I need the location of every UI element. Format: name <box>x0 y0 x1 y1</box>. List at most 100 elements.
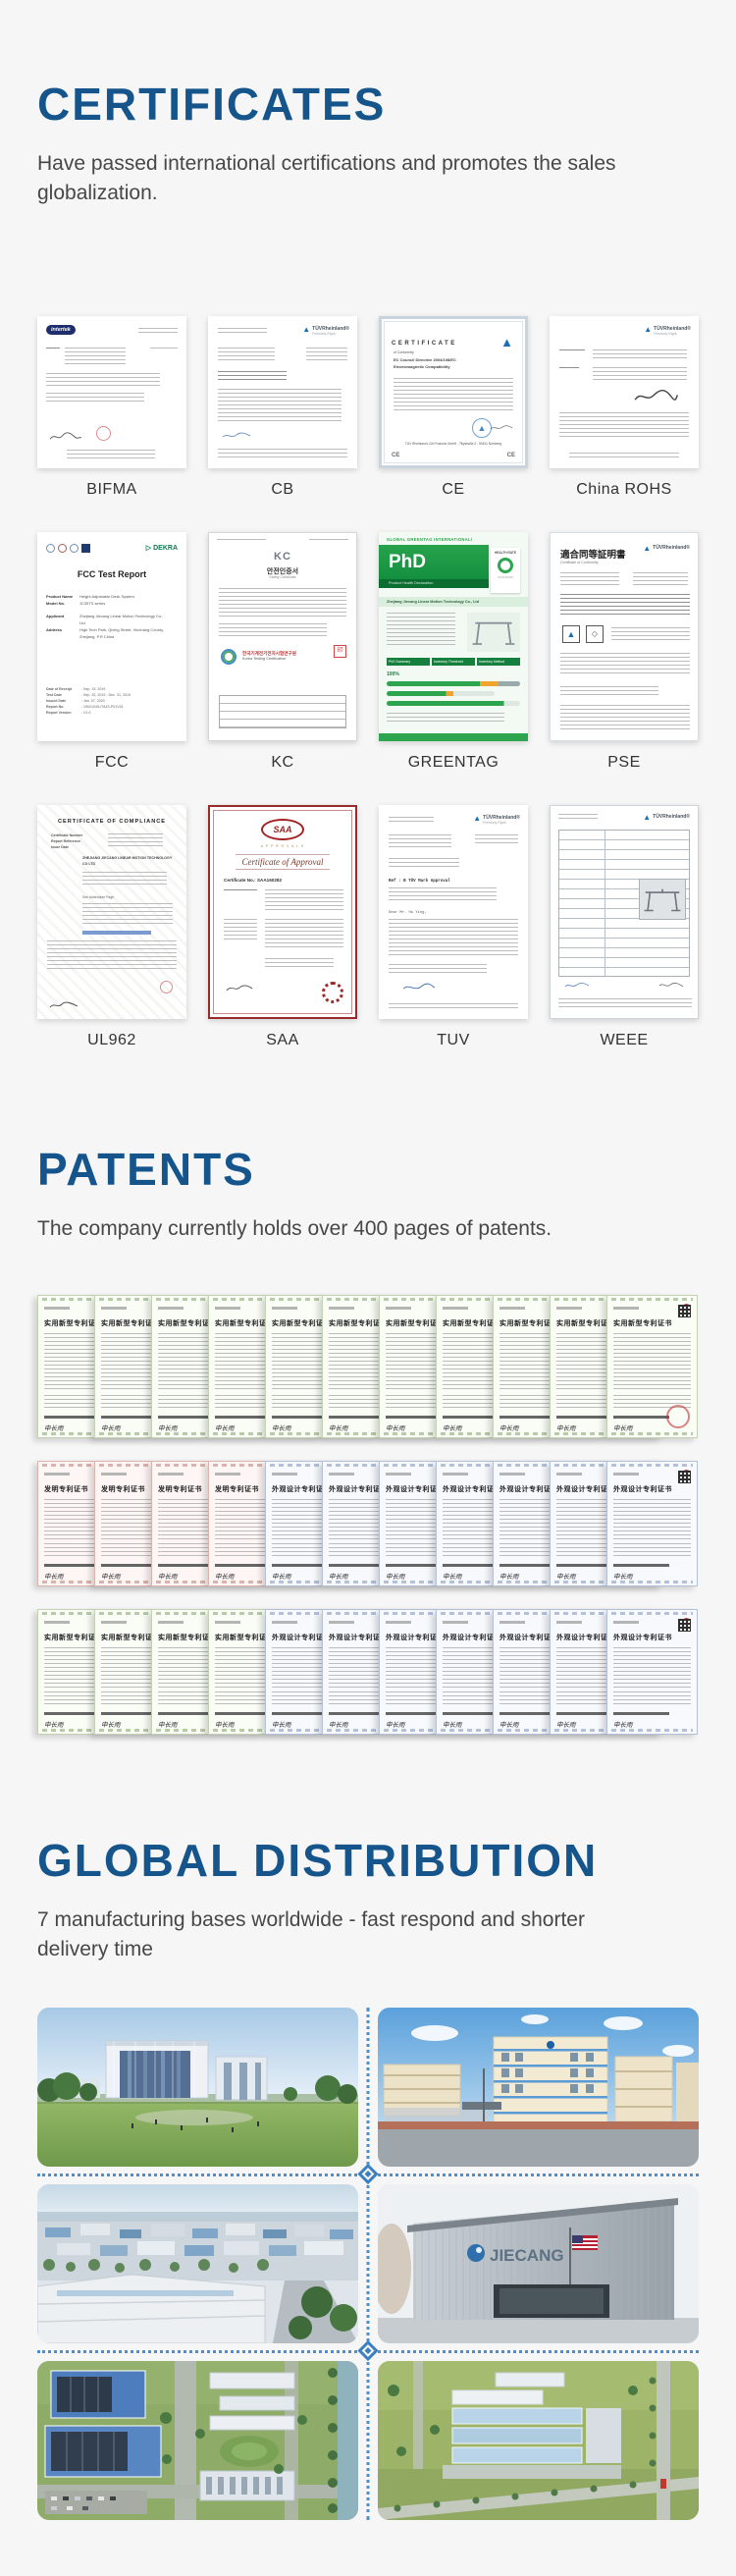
tuv-rheinland-logo: ▲ TÜVRheinland® Precisely Right. <box>644 325 691 337</box>
patents-section: PATENTS The company currently holds over… <box>0 1049 736 1735</box>
industrial-park-aerial-image <box>37 2184 358 2343</box>
intertek-logo: intertek <box>46 325 76 335</box>
signature-scribble <box>49 1001 79 1008</box>
patent-certificate: 外观设计专利证书 申长雨 <box>606 1609 698 1735</box>
patents-row: 发明专利证书 申长雨 发明专利证书 申长雨 发明专利证书 申长雨 发明专利证书 申长雨 外观设计… <box>0 1461 736 1586</box>
patent-signature: 申长雨 <box>101 1722 121 1729</box>
patent-signature: 申长雨 <box>613 1574 633 1581</box>
patent-title: 实用新型专利证书 <box>44 1635 103 1641</box>
patent-signature: 申长雨 <box>44 1574 64 1581</box>
patents-row: 实用新型专利证书 申长雨 实用新型专利证书 申长雨 实用新型专利证书 申长雨 实用新型专利证… <box>0 1609 736 1735</box>
patent-signature: 申长雨 <box>158 1425 178 1432</box>
signature-scribble <box>564 983 590 988</box>
patent-title: 外观设计专利证书 <box>272 1635 331 1641</box>
campus-aerial-blue-roofs-image <box>37 2361 358 2520</box>
patent-signature: 申长雨 <box>556 1722 576 1729</box>
fcc-certificate-image: ▷ DEKRA FCC Test Report Product Name Heig… <box>37 532 186 741</box>
patent-signature: 申长雨 <box>443 1722 462 1729</box>
patent-signature: 申长雨 <box>101 1425 121 1432</box>
signature-scribble <box>402 983 436 990</box>
patent-title: 发明专利证书 <box>158 1486 202 1493</box>
photo-headquarters-campus <box>37 2008 358 2167</box>
patent-title: 实用新型专利证书 <box>158 1320 217 1327</box>
patent-signature: 申长雨 <box>272 1574 291 1581</box>
photo-factory-aerial-fields <box>378 2361 699 2520</box>
patent-signature: 申长雨 <box>556 1425 576 1432</box>
tuv-triangle-icon: ▲ <box>643 544 652 553</box>
patent-signature: 申长雨 <box>613 1425 633 1432</box>
signature-scribble <box>222 432 251 438</box>
patent-signature: 申长雨 <box>272 1425 291 1432</box>
certificates-row: ▷ DEKRA FCC Test Report Product Name Heig… <box>0 532 736 772</box>
tuv-stamp: ▲ <box>472 418 492 438</box>
patent-title: 实用新型专利证书 <box>272 1320 331 1327</box>
patent-signature: 申长雨 <box>215 1425 235 1432</box>
patent-title: 实用新型专利证书 <box>158 1635 217 1641</box>
dotted-divider-vertical <box>366 2008 370 2520</box>
patents-row: 实用新型专利证书 申长雨 实用新型专利证书 申长雨 实用新型专利证书 申长雨 实用新型专利证… <box>0 1295 736 1438</box>
patent-title: 实用新型专利证书 <box>613 1320 672 1327</box>
photo-industrial-park-aerial <box>37 2184 358 2343</box>
tuv-certificate-image: ▲ TÜVRheinland® Precisely Right. Ref : B … <box>379 805 528 1019</box>
certificates-row: CERTIFICATE OF COMPLIANCE Certificate Nu… <box>0 805 736 1049</box>
certificate-fcc: ▷ DEKRA FCC Test Report Product Name Heig… <box>37 532 186 772</box>
patent-title: 实用新型专利证书 <box>443 1320 501 1327</box>
red-square-stamp: 印 <box>334 645 346 658</box>
pse-mark-box: ◇ <box>586 625 604 643</box>
us-flag-icon <box>572 2235 598 2250</box>
patent-signature: 申长雨 <box>386 1425 405 1432</box>
patent-title: 外观设计专利证书 <box>499 1635 558 1641</box>
photo-factory-street-view <box>378 2008 699 2167</box>
patent-title: 外观设计专利证书 <box>272 1486 331 1493</box>
patent-signature: 申长雨 <box>499 1722 519 1729</box>
patent-title: 外观设计专利证书 <box>613 1635 672 1641</box>
accreditation-logo-icon <box>58 544 67 553</box>
qr-code-icon <box>678 1305 691 1317</box>
diamond-divider-icon <box>357 2339 379 2362</box>
patent-title: 实用新型专利证书 <box>101 1320 160 1327</box>
patent-signature: 申长雨 <box>499 1574 519 1581</box>
patent-title: 实用新型专利证书 <box>556 1320 615 1327</box>
certificate-label: BIFMA <box>86 481 137 498</box>
certificates-grid: intertek BIFMA ▲ TÜVRhein <box>0 316 736 1049</box>
greentag-certificate-image: GLOBAL GREENTAG INTERNATIONAL! PhD Produ… <box>379 532 528 741</box>
patent-title: 发明专利证书 <box>215 1486 259 1493</box>
patent-signature: 申长雨 <box>443 1574 462 1581</box>
pse-certificate-image: 適合同等証明書 Certificate of Conformity ▲ TÜVR… <box>550 532 699 741</box>
certificate-label: KC <box>271 754 294 771</box>
certificate-label: TUV <box>437 1032 470 1048</box>
global-distribution-photo-grid: JIECANG <box>0 2008 736 2520</box>
signature-scribble <box>658 983 684 988</box>
patent-title: 发明专利证书 <box>44 1486 88 1493</box>
patent-title: 实用新型专利证书 <box>386 1320 445 1327</box>
tuv-rheinland-logo: ▲ TÜVRheinland® Precisely Right. <box>473 814 520 826</box>
patent-signature: 申长雨 <box>158 1722 178 1729</box>
certificate-label: SAA <box>266 1032 299 1048</box>
patent-signature: 申长雨 <box>215 1722 235 1729</box>
saa-certificate-image: SAA A P P R O V A L S Certificate of App… <box>208 805 357 1019</box>
patent-title: 实用新型专利证书 <box>215 1635 274 1641</box>
tuv-rheinland-logo: ▲ TÜVRheinland® Precisely Right. <box>302 325 349 337</box>
global-distribution-subtitle: 7 manufacturing bases worldwide - fast r… <box>37 1908 585 1960</box>
accreditation-logo-icon <box>81 544 90 553</box>
patent-signature: 申长雨 <box>329 1722 348 1729</box>
saa-gear-stamp <box>322 982 343 1003</box>
certificate-weee: ▲ TÜVRheinland® WEEE <box>550 805 699 1049</box>
patent-title: 外观设计专利证书 <box>329 1486 388 1493</box>
patent-signature: 申长雨 <box>386 1722 405 1729</box>
certificate-label: CB <box>271 481 294 498</box>
tuv-triangle-icon: ▲ <box>500 335 513 349</box>
patent-certificate: 实用新型专利证书 申长雨 <box>606 1295 698 1438</box>
ul962-certificate-image: CERTIFICATE OF COMPLIANCE Certificate Nu… <box>37 805 186 1019</box>
certificates-subtitle: Have passed international certifications… <box>37 152 616 204</box>
patent-signature: 申长雨 <box>329 1574 348 1581</box>
cb-certificate-image: ▲ TÜVRheinland® Precisely Right. <box>208 316 357 468</box>
patent-title: 外观设计专利证书 <box>386 1486 445 1493</box>
patent-signature: 申长雨 <box>215 1574 235 1581</box>
patent-title: 实用新型专利证书 <box>101 1635 160 1641</box>
patent-signature: 申长雨 <box>158 1574 178 1581</box>
health-rate-tag: HEALTH RATE PLATINUM <box>491 548 520 593</box>
kc-certificate-image: KC 안전인증서 Safety Certificate 한국기계전기전자시험연구… <box>208 532 357 741</box>
dekra-logo: ▷ DEKRA <box>145 545 178 552</box>
